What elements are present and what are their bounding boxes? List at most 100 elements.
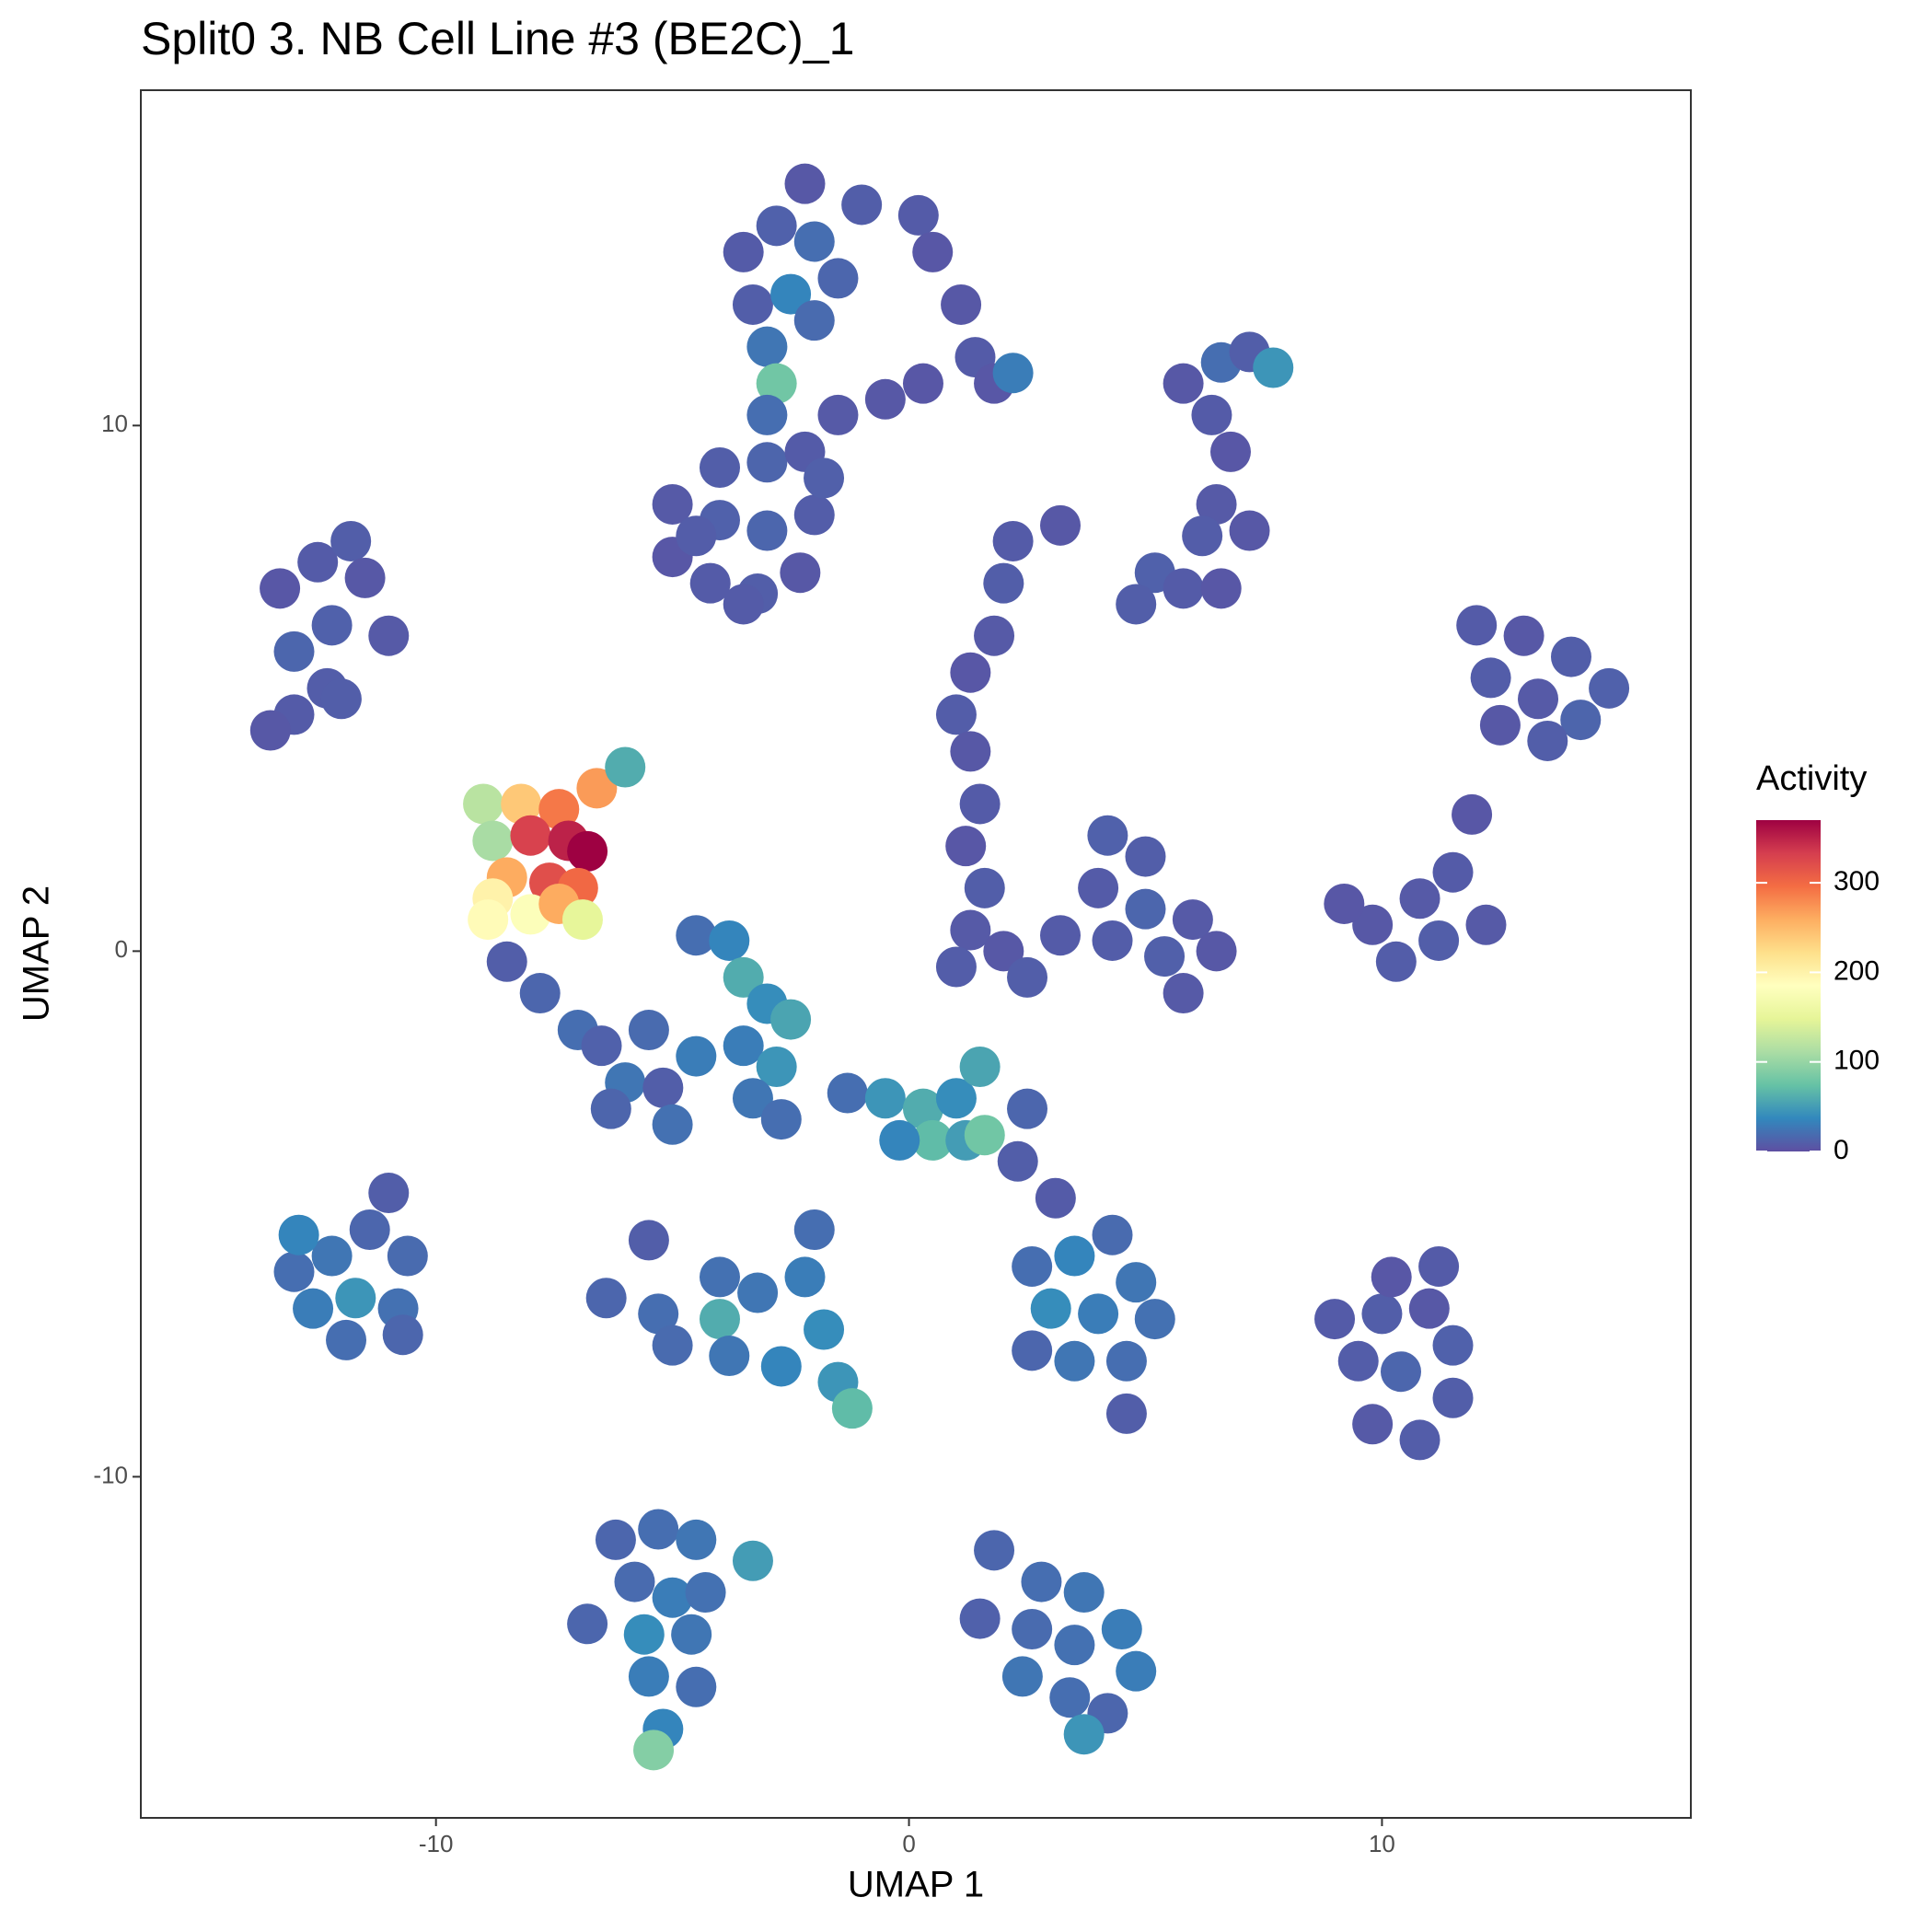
point (278, 1214, 319, 1255)
point (1012, 1245, 1053, 1287)
point (732, 1078, 773, 1119)
point (1229, 510, 1270, 551)
point (1063, 1572, 1105, 1614)
point (633, 1730, 675, 1771)
point (538, 789, 580, 830)
legend-title: Activity (1756, 759, 1867, 798)
point (827, 1072, 868, 1114)
point (326, 1319, 367, 1360)
colorbar-tick-label: 300 (1834, 866, 1880, 897)
point (1163, 973, 1204, 1014)
point (260, 568, 301, 609)
point (676, 1666, 717, 1707)
points (249, 163, 1630, 1771)
point (1418, 920, 1460, 961)
point (1116, 584, 1157, 625)
x-axis-title: UMAP 1 (848, 1865, 984, 1905)
point (1380, 1351, 1421, 1393)
point (1007, 956, 1048, 998)
point (746, 442, 788, 483)
point (330, 520, 372, 561)
point (652, 1325, 693, 1366)
point (974, 1530, 1015, 1571)
point (950, 652, 991, 693)
point (723, 1025, 764, 1067)
point (1452, 793, 1493, 835)
point (1105, 1340, 1147, 1382)
point (935, 694, 977, 735)
point (964, 867, 1005, 908)
point (1054, 1340, 1095, 1382)
point (468, 899, 509, 941)
point (1012, 1330, 1053, 1371)
point (311, 1235, 353, 1277)
point (935, 1078, 977, 1119)
point (945, 826, 987, 867)
point (671, 1614, 712, 1655)
point (770, 999, 812, 1040)
point (614, 1561, 655, 1602)
colorbar-tick-label: 100 (1834, 1046, 1880, 1076)
point (1116, 1650, 1157, 1692)
point (1101, 1608, 1142, 1649)
point (1012, 1608, 1053, 1649)
point (780, 552, 821, 594)
point (1054, 1625, 1095, 1666)
point (510, 815, 551, 856)
point (902, 363, 943, 404)
point (959, 1598, 1001, 1639)
point (1116, 1262, 1157, 1303)
point (1518, 678, 1559, 720)
point (1408, 1288, 1450, 1329)
point (576, 768, 618, 809)
point (1196, 931, 1237, 972)
point (760, 1346, 802, 1387)
point (841, 184, 883, 226)
point (756, 1046, 797, 1087)
point (1503, 615, 1544, 656)
point (959, 1046, 1001, 1087)
point (297, 541, 339, 583)
point (723, 231, 764, 272)
point (1470, 657, 1511, 699)
point (273, 1251, 315, 1292)
point (382, 1314, 423, 1356)
point (1063, 1714, 1105, 1755)
point (897, 194, 939, 236)
point (368, 615, 410, 656)
point (992, 353, 1034, 394)
point (628, 1220, 669, 1261)
point (1352, 1404, 1394, 1445)
point (249, 710, 291, 751)
point (770, 273, 812, 315)
point (501, 783, 542, 825)
point (638, 1293, 679, 1335)
point (623, 1614, 665, 1655)
point (1007, 1088, 1048, 1129)
x-tick-label: -10 (419, 1830, 454, 1857)
point (463, 783, 504, 825)
point (293, 1288, 334, 1329)
x-tick-label: 10 (1369, 1830, 1395, 1857)
point (817, 258, 859, 299)
point (344, 557, 386, 598)
point (699, 1299, 740, 1340)
point (831, 1388, 873, 1429)
point (1092, 920, 1133, 961)
point (997, 1140, 1038, 1182)
point (1144, 936, 1186, 978)
point (992, 520, 1034, 561)
point (732, 283, 773, 325)
point (1163, 363, 1204, 404)
point (1182, 515, 1223, 557)
point (941, 283, 982, 325)
point (567, 830, 608, 872)
point (709, 920, 750, 961)
point (709, 1336, 750, 1377)
point (784, 163, 826, 204)
point (652, 1104, 693, 1145)
point (950, 909, 991, 951)
point (561, 899, 603, 941)
point (974, 615, 1015, 656)
point (642, 1067, 684, 1108)
